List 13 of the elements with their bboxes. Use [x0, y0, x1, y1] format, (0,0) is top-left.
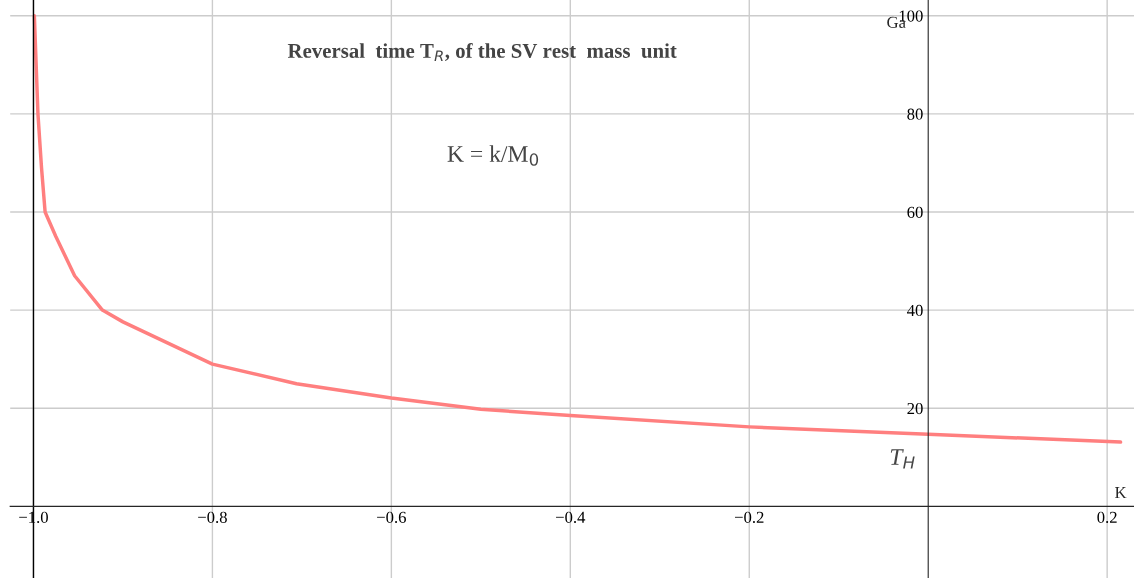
annotation: T$_{H}$: [890, 449, 915, 469]
y-tick-label: 60: [907, 206, 923, 218]
y-tick-label: 20: [907, 402, 923, 415]
y-tick-label: 80: [907, 108, 923, 120]
x-tick-label: −0.6: [377, 511, 406, 524]
x-tick-label: −0.4: [556, 511, 586, 524]
x-tick-label: −0.8: [198, 511, 227, 524]
y-tick-label: 40: [907, 304, 923, 317]
x-tick-label: 0.2: [1097, 511, 1117, 524]
annotation: K = k/M$_{0}$: [447, 145, 539, 166]
x-tick-label: −0.2: [734, 511, 764, 524]
x-axis-title: K: [1115, 487, 1127, 499]
text: Reversal time T$_{R}$, of the SV rest mass unit: [287, 43, 677, 62]
